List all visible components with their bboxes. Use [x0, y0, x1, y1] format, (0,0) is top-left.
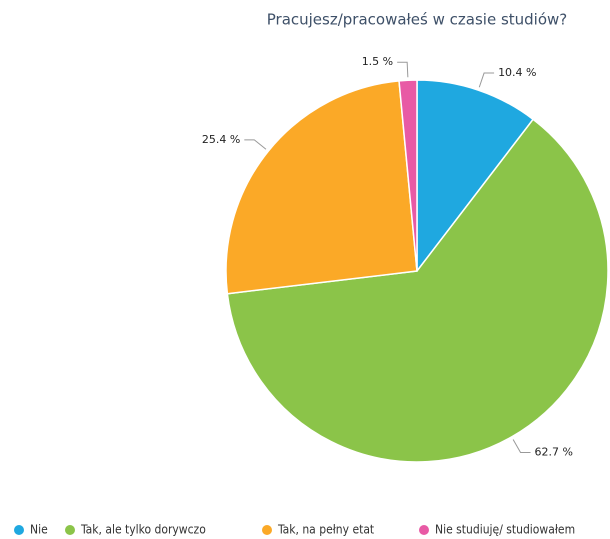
legend-marker [262, 525, 272, 535]
legend-label: Nie studiuję/ studiowałem [435, 523, 575, 537]
leader-line [244, 139, 267, 150]
legend-marker [419, 525, 429, 535]
legend-marker [65, 525, 75, 535]
legend-label: Nie [30, 523, 48, 537]
pie-slice [416, 79, 535, 274]
data-label: 10.4 % [498, 66, 536, 79]
data-label: 1.5 % [362, 55, 393, 68]
data-label: 25.4 % [202, 133, 240, 146]
pie-slice [225, 80, 418, 295]
legend-label: Tak, ale tylko dorywczo [80, 523, 206, 537]
pie-slice [226, 118, 609, 463]
chart-title: Pracujesz/pracowałeś w czasie studiów? [267, 11, 568, 29]
legend-label: Tak, na pełny etat [277, 523, 374, 537]
leader-line [397, 61, 409, 78]
legend-marker [14, 525, 24, 535]
leader-line [512, 439, 531, 454]
leader-line [478, 72, 495, 88]
data-label: 62.7 % [535, 446, 573, 459]
pie-slice [398, 79, 418, 272]
